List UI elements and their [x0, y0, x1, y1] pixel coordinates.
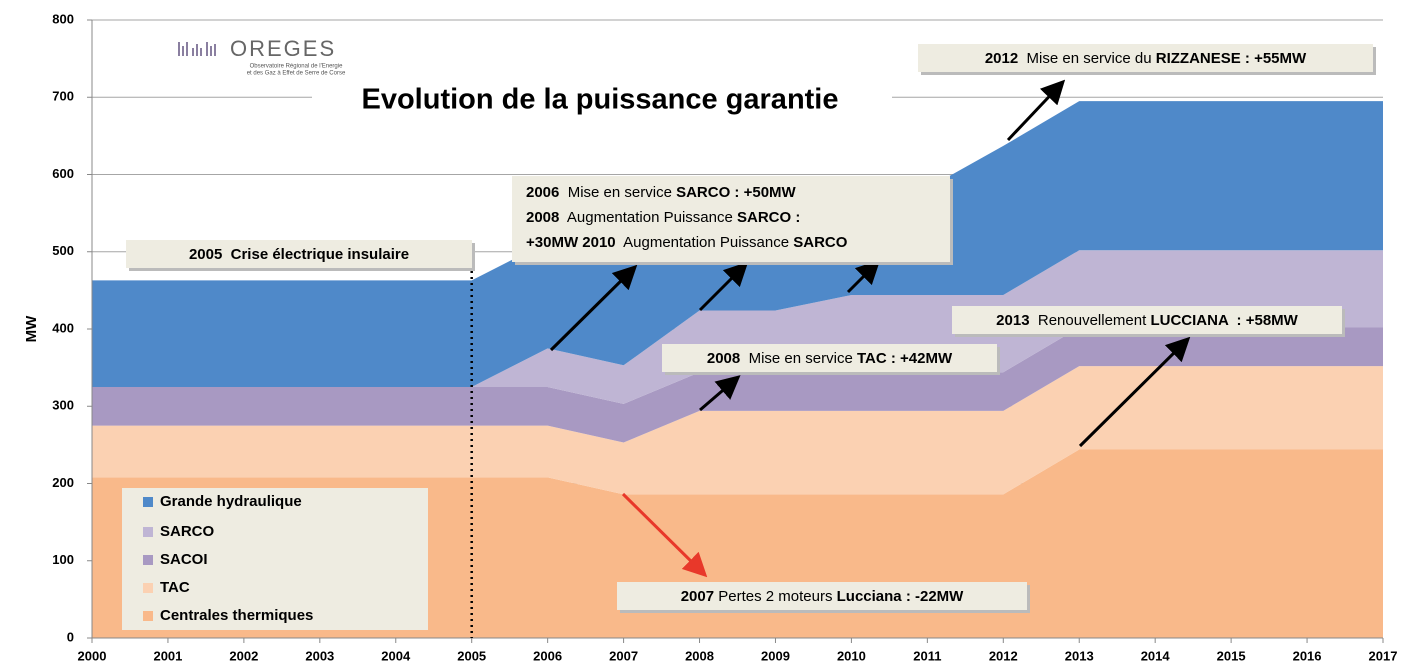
x-tick-label: 2012	[989, 648, 1018, 663]
arrow	[846, 259, 881, 294]
y-tick-label: 800	[52, 11, 74, 26]
annotation-part: Mise en service	[740, 350, 857, 367]
arrow	[1006, 79, 1066, 142]
logo: OREGES Observatoire Régional de l'Energi…	[178, 36, 346, 77]
x-tick-label: 2006	[533, 648, 562, 663]
annotation-part: SARCO	[793, 234, 848, 251]
annotation-part: TAC : +42MW	[857, 350, 953, 367]
annotation-part: 2008	[526, 209, 559, 226]
annotation-box	[617, 582, 1027, 610]
annotation-part: Mise en service du	[1018, 50, 1156, 67]
legend-label: Centrales thermiques	[160, 607, 313, 624]
y-tick-label: 200	[52, 475, 74, 490]
x-tick-label: 2009	[761, 648, 790, 663]
y-tick-label: 400	[52, 320, 74, 335]
y-tick-label: 500	[52, 243, 74, 258]
y-tick-label: 100	[52, 552, 74, 567]
annotation-part: 2013	[996, 312, 1029, 329]
annotation: 2008 Augmentation Puissance SARCO :	[526, 209, 800, 226]
x-tick-label: 2000	[78, 648, 107, 663]
annotation: +30MW 2010 Augmentation Puissance SARCO	[526, 234, 848, 251]
y-tick-label: 600	[52, 166, 74, 181]
legend-swatch	[143, 583, 153, 593]
arrow	[699, 375, 741, 412]
legend-swatch	[143, 527, 153, 537]
annotation-part: +30MW 2010	[526, 234, 616, 251]
x-tick-label: 2001	[153, 648, 182, 663]
legend-box	[122, 488, 428, 630]
area	[92, 366, 1383, 495]
x-tick-label: 2011	[913, 648, 941, 663]
logo-name: OREGES	[230, 36, 336, 61]
x-tick-label: 2017	[1369, 648, 1398, 663]
annotation-box	[126, 240, 472, 268]
annotation-part: 2007	[681, 588, 714, 605]
legend-label: TAC	[160, 579, 190, 596]
arrow	[698, 261, 749, 312]
annotation-part: Augmentation Puissance	[559, 209, 737, 226]
x-tick-label: 2007	[609, 648, 638, 663]
annotation-part: RIZZANESE : +55MW	[1156, 50, 1307, 67]
arrow	[621, 492, 708, 578]
x-tick-label: 2014	[1141, 648, 1171, 663]
x-tick-label: 2015	[1217, 648, 1246, 663]
x-tick-label: 2004	[381, 648, 411, 663]
annotation-part: LUCCIANA : +58MW	[1150, 312, 1298, 329]
x-tick-label: 2003	[305, 648, 334, 663]
legend-label: Grande hydraulique	[160, 493, 302, 510]
annotation: 2005 Crise électrique insulaire	[189, 246, 409, 263]
legend-swatch	[143, 555, 153, 565]
area	[92, 250, 1383, 404]
legend-swatch	[143, 611, 153, 621]
annotations: 2012 Mise en service du RIZZANESE : +55M…	[126, 44, 1376, 613]
annotation-part: Lucciana : -22MW	[837, 588, 965, 605]
annotation: 2013 Renouvellement LUCCIANA : +58MW	[996, 312, 1298, 329]
annotation: 2007 Pertes 2 moteurs Lucciana : -22MW	[681, 588, 964, 605]
annotation-part: 2005 Crise électrique insulaire	[189, 246, 409, 263]
legend-label: SACOI	[160, 551, 208, 568]
logo-line: et des Gaz à Effet de Serre de Corse	[247, 71, 346, 77]
arrow	[1078, 336, 1191, 448]
y-tick-label: 300	[52, 398, 74, 413]
x-tick-label: 2005	[457, 648, 486, 663]
x-tick-label: 2016	[1293, 648, 1322, 663]
annotation-box	[512, 176, 950, 262]
logo-icon	[178, 42, 216, 56]
annotation-part: Pertes 2 moteurs	[714, 588, 837, 605]
annotation: 2006 Mise en service SARCO : +50MW	[526, 184, 797, 201]
annotation-part: SARCO : +50MW	[676, 184, 796, 201]
axes: 0 100 200 300 400 500 600 700 800 2000 2001 2002 200…	[23, 11, 1397, 663]
x-tick-label: 2013	[1065, 648, 1094, 663]
y-tick-label: 700	[52, 89, 74, 104]
logo-line: Observatoire Régional de l'Energie	[250, 64, 344, 70]
arrow	[549, 264, 638, 352]
x-tick-label: 2010	[837, 648, 866, 663]
annotation-part: 2008	[707, 350, 740, 367]
y-tick-label: 0	[67, 629, 74, 644]
annotation-part: Mise en service	[559, 184, 676, 201]
annotation-box	[918, 44, 1373, 72]
arrows	[549, 79, 1191, 578]
annotation-part: Augmentation Puissance	[616, 234, 794, 251]
annotation: 2008 Mise en service TAC : +42MW	[707, 350, 953, 367]
annotation-box	[952, 306, 1342, 334]
legend-swatch	[143, 497, 153, 507]
x-tick-label: 2008	[685, 648, 714, 663]
title-bg	[312, 80, 892, 120]
legend-label: SARCO	[160, 523, 215, 540]
annotation-part: 2006	[526, 184, 559, 201]
annotation-box	[662, 344, 997, 372]
annotation: 2012 Mise en service du RIZZANESE : +55M…	[985, 50, 1307, 67]
annotation-part: 2012	[985, 50, 1018, 67]
x-tick-label: 2002	[229, 648, 258, 663]
legend: Grande hydraulique SARCO SACOI TAC Centrales…	[122, 488, 428, 630]
y-axis-label: MW	[23, 315, 40, 342]
annotation-part: SARCO :	[737, 209, 800, 226]
annotation-part: Renouvellement	[1030, 312, 1151, 329]
chart-title: Evolution de la puissance garantie	[361, 84, 838, 116]
